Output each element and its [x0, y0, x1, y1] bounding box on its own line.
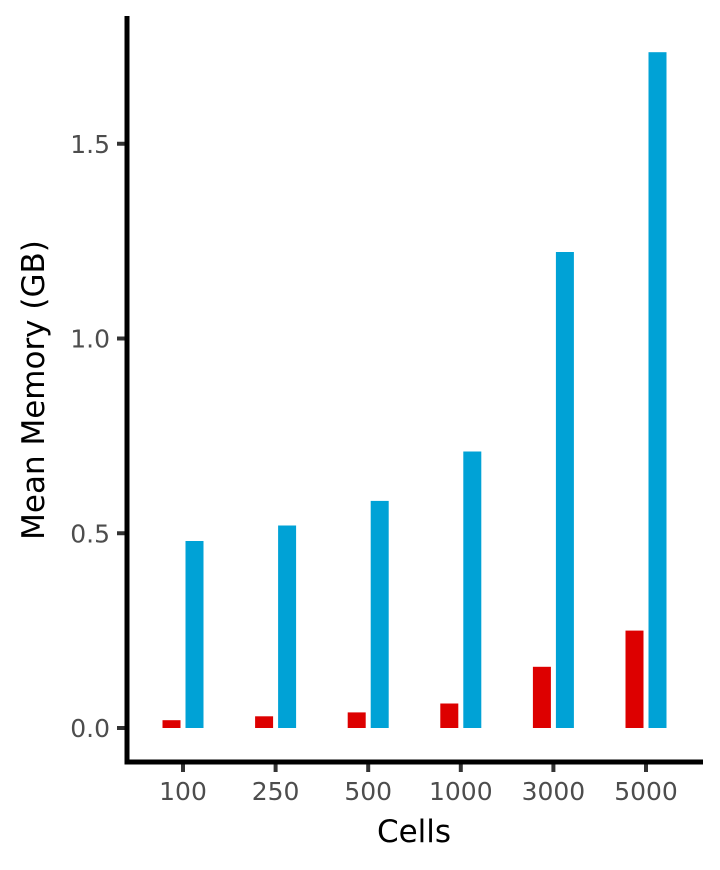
y-axis-title: Mean Memory (GB) [16, 240, 52, 540]
bar-series1-5000 [625, 630, 644, 728]
bar-series1-1000 [440, 703, 459, 728]
bar-series1-250 [255, 716, 274, 728]
bar-series1-100 [162, 720, 181, 728]
bars-layer [162, 52, 667, 728]
y-tick-label: 1.5 [70, 130, 110, 159]
bar-series2-3000 [555, 252, 574, 728]
x-tick-label: 250 [252, 777, 300, 806]
y-tick-label: 0.0 [70, 714, 110, 743]
y-tick-label: 1.0 [70, 325, 110, 354]
bar-series1-500 [347, 712, 366, 728]
bar-series2-1000 [463, 451, 482, 728]
y-axis-ticks: 0.0 0.5 1.0 1.5 [70, 130, 125, 743]
x-axis-title: Cells [377, 814, 451, 850]
x-tick-label: 3000 [522, 777, 586, 806]
x-tick-label: 1000 [429, 777, 493, 806]
bar-series2-500 [370, 500, 389, 728]
y-tick-label: 0.5 [70, 519, 110, 548]
bar-series2-5000 [648, 52, 667, 728]
x-tick-label: 100 [159, 777, 207, 806]
x-tick-label: 500 [344, 777, 392, 806]
x-axis-ticks: 100 250 500 1000 3000 5000 [159, 764, 678, 806]
bar-series2-100 [185, 541, 204, 728]
x-tick-label: 5000 [614, 777, 678, 806]
bar-series1-3000 [532, 666, 551, 728]
bar-series2-250 [278, 525, 297, 728]
